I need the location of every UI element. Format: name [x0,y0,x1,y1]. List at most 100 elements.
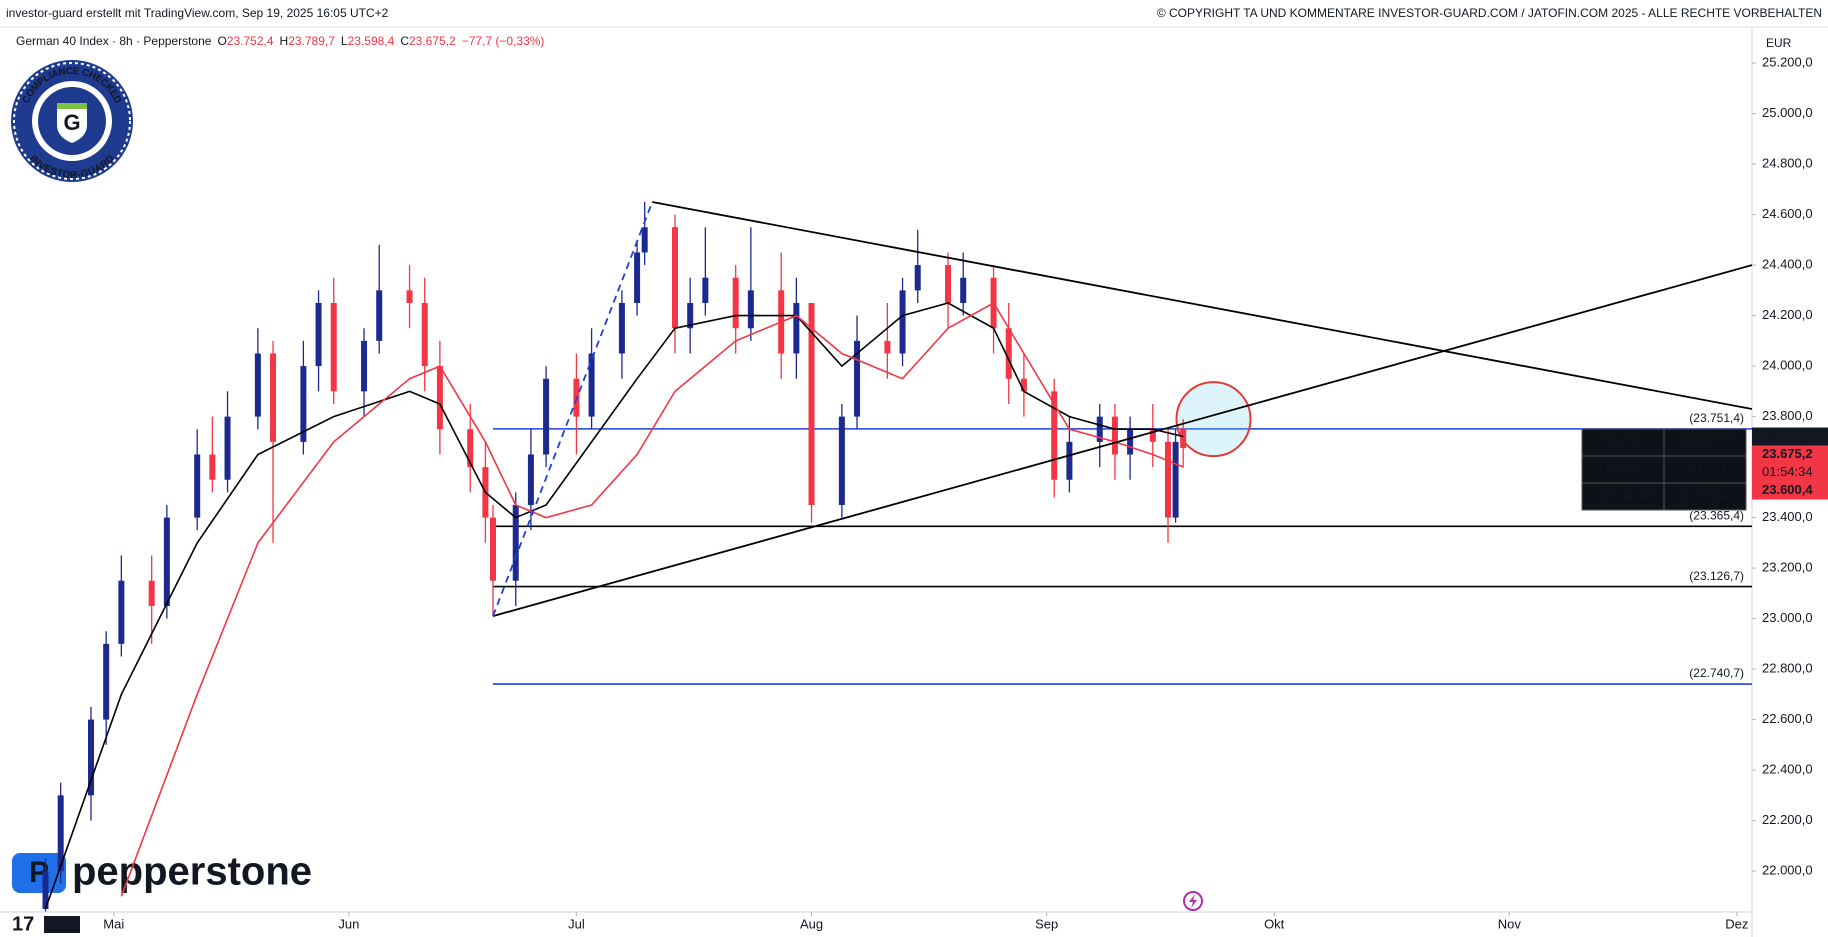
candle-body [793,302,800,354]
badge-letter: G [63,110,80,135]
y-tick-label: 23.400,0 [1762,509,1813,524]
y-tick-label: 22.600,0 [1762,711,1813,726]
candle-body [270,353,277,442]
event-circle [1183,891,1203,911]
level-label: (23.365,4) [1689,509,1744,523]
candle-body [1149,429,1156,442]
y-tick-label: 23.200,0 [1762,560,1813,575]
candle-body [945,265,952,303]
indicator-line [44,302,1184,910]
ohlc-key: H [280,34,289,48]
price-label: 23.600,4 [1762,482,1813,497]
candle-body [588,353,595,417]
level-label: (23.751,4) [1689,411,1744,425]
tv-badge: PRO [50,919,74,931]
candle-body [1066,441,1073,480]
price-label-bg [1752,445,1828,482]
y-tick-label: 24.400,0 [1762,257,1813,272]
candle-body [148,580,155,606]
candle-body [194,454,201,518]
x-tick-label: Mai [103,916,124,931]
price-label-bg [1752,427,1828,446]
y-tick-label: 24.200,0 [1762,307,1813,322]
candle-body [641,227,648,253]
candle-body [1051,391,1058,480]
table-cell [1663,428,1747,457]
candle-body [543,378,550,455]
x-tick-label: Sep [1035,916,1058,931]
trendline [492,264,1752,617]
candle-body [118,580,125,644]
y-tick-label: 24.800,0 [1762,156,1813,171]
x-tick-label: Jun [338,916,359,931]
ohlc-value: 23.598,4 [348,34,395,48]
badge: G COMPLIANCE CHECKED INVESTOR-GUARD [11,60,133,182]
candle-body [406,290,413,303]
indicator-line [120,301,1184,897]
chart-title: German 40 Index · 8h · Pepperstone [16,34,212,48]
ohlc-value: 23.675,2 [409,34,456,48]
table-text: Kama [1606,461,1641,476]
candle-body [436,366,443,430]
table-text: GER40 [1602,434,1645,449]
currency: EUR [1766,36,1792,50]
level-label: (22.740,7) [1689,666,1744,680]
highlight [1175,381,1252,458]
ohlc-key: C [400,34,409,48]
header-right: © COPYRIGHT TA UND KOMMENTARE INVESTOR-G… [1157,6,1822,20]
candle-body [808,302,815,505]
y-tick-label: 23.800,0 [1762,408,1813,423]
candle-body [672,227,679,329]
trendline [652,201,1752,410]
candle-body [1096,416,1103,442]
candle-body [1020,378,1027,392]
badge-shield-top [57,103,87,109]
y-tick-label: 25.000,0 [1762,105,1813,120]
y-tick-label: 24.600,0 [1762,206,1813,221]
candle-body [209,454,216,480]
candle-body [618,302,625,354]
header-left: investor-guard erstellt mit TradingView.… [6,6,389,20]
candle-body [914,265,921,291]
plot-area [42,201,1752,912]
candle-body [315,302,322,367]
y-tick-label: 25.200,0 [1762,55,1813,70]
candle-body [42,871,49,909]
ohlc-value: 23.789,7 [288,34,335,48]
tv-logo-mark: 17 [12,913,34,935]
table-text: 19/9/2025 [1676,434,1734,449]
candle-body [1111,416,1118,455]
candle-body [57,795,64,872]
x-tick-label: Okt [1264,916,1285,931]
candle-body [361,340,368,392]
table-cell [1663,482,1747,511]
table-text: 23600.4 [1682,488,1729,503]
x-tick-label: Nov [1498,916,1522,931]
y-tick-label: 22.200,0 [1762,812,1813,827]
table-cell [1581,455,1665,484]
ohlc-legend: German 40 Index · 8h · Pepperstone O23.75… [16,34,544,48]
candle-body [512,504,519,581]
x-tick-label: Dez [1725,916,1748,931]
candle-body [960,277,967,303]
brand-icon [12,853,66,893]
tv-logo: 17 PRO [12,913,80,935]
brand-logo: P pepperstone [12,850,312,894]
badge-shield [57,103,87,143]
candle-body [1005,328,1012,379]
candle-body [163,517,170,606]
trendline [492,201,654,617]
candle-body [421,302,428,367]
table-cell [1663,455,1747,484]
ohlc-key: O [217,34,226,48]
candle-body [884,340,891,354]
y-tick-label: 22.400,0 [1762,762,1813,777]
change: −77,7 (−0,33%) [462,34,545,48]
candle-body [376,290,383,341]
candle-body [899,290,906,354]
price-label: 23.721,1 [1762,428,1813,443]
candle-body [489,517,496,581]
candle-body [103,643,110,720]
